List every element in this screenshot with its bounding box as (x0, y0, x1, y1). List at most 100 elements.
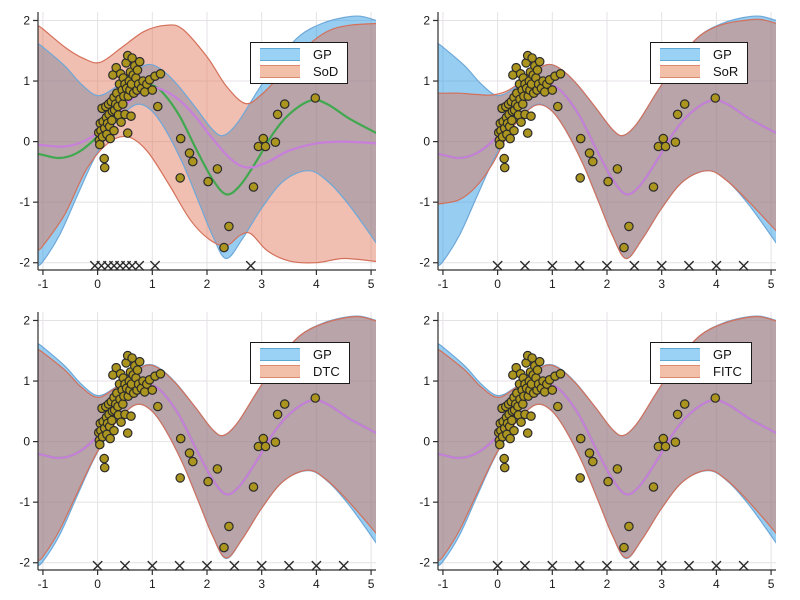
inducing-point-marker (738, 260, 749, 271)
gp-band-swatch (260, 348, 300, 361)
data-point (175, 173, 185, 183)
inducing-point-marker (574, 260, 585, 271)
data-point (184, 148, 195, 158)
legend-item-dtc: DTC (260, 365, 340, 378)
data-point (555, 369, 566, 379)
data-point (184, 448, 195, 458)
data-point (670, 437, 681, 447)
data-point (219, 542, 229, 553)
gp-band-swatch (260, 48, 300, 61)
data-point (212, 164, 223, 174)
legend-item-gp: GP (660, 348, 742, 361)
legend-item-gp: GP (660, 48, 738, 61)
legend: GP FITC (650, 342, 752, 384)
subplot-sod: -1 0 1 2 3 4 5 -2 -1 0 1 2 GP SoD (0, 0, 400, 300)
inducing-point-marker (147, 560, 158, 571)
y-tick-label: -1 (419, 495, 430, 509)
y-tick-label: 1 (23, 74, 30, 88)
data-point (260, 441, 271, 452)
legend-label-gp: GP (313, 47, 332, 62)
inducing-point-marker (229, 560, 240, 571)
approx-band-edge (438, 316, 776, 437)
data-point (279, 399, 290, 409)
data-point (95, 139, 105, 150)
data-point (499, 162, 510, 173)
legend-label-sod: SoD (313, 64, 339, 79)
data-point (679, 399, 690, 409)
inducing-point-marker (492, 560, 503, 571)
data-point (224, 521, 234, 532)
data-point (619, 242, 629, 253)
inducing-point-marker (601, 560, 613, 571)
x-tick-label: 0 (494, 277, 501, 291)
data-point (279, 99, 290, 109)
gp-band-swatch (660, 48, 700, 61)
legend-label-gp: GP (313, 347, 332, 362)
x-tick-label: 1 (549, 277, 556, 291)
data-point (118, 399, 128, 409)
data-point (710, 93, 721, 103)
data-point (153, 101, 163, 112)
y-tick-label: 0 (423, 435, 430, 449)
data-point (612, 464, 623, 474)
subplot-sor: -1 0 1 2 3 4 5 -2 -1 0 1 2 GP SoR (400, 0, 800, 300)
data-point (99, 453, 109, 464)
data-point (188, 156, 198, 167)
data-point (710, 393, 721, 403)
data-point (660, 141, 671, 152)
inducing-point-marker (547, 260, 558, 271)
inducing-point-marker (683, 560, 695, 571)
inducing-point-marker (738, 560, 749, 571)
gp-band-edge (38, 15, 376, 137)
approx-band-edge (38, 316, 376, 437)
data-point (155, 69, 166, 79)
inducing-point-marker (711, 560, 722, 571)
legend-label-sor: SoR (713, 64, 739, 79)
inducing-point-marker (149, 260, 161, 271)
inducing-point-marker (547, 560, 558, 571)
legend-label-fitc: FITC (713, 364, 742, 379)
legend-label-gp: GP (713, 347, 732, 362)
x-tick-label: 0 (494, 577, 501, 591)
subplot-fitc: -1 0 1 2 3 4 5 -2 -1 0 1 2 GP FITC (400, 300, 800, 600)
data-point (516, 117, 526, 127)
data-point (126, 411, 136, 421)
inducing-point-marker (519, 260, 531, 271)
data-point (155, 369, 166, 379)
data-point (553, 101, 563, 112)
inducing-point-marker (201, 560, 213, 571)
y-tick-label: -1 (19, 495, 30, 509)
data-point (532, 365, 543, 375)
y-tick-label: -2 (419, 256, 430, 270)
approx-band-edge (438, 18, 776, 137)
data-point (105, 133, 115, 144)
x-tick-label: -1 (38, 577, 49, 591)
inducing-point-marker (574, 560, 585, 571)
data-point (203, 176, 213, 187)
data-point (105, 433, 115, 444)
inducing-point-marker (134, 260, 145, 271)
x-tick-label: 2 (204, 577, 211, 591)
inducing-point-marker (245, 260, 256, 271)
data-point (122, 128, 133, 138)
data-point (526, 411, 536, 421)
inducing-point-marker (338, 560, 349, 571)
data-point (509, 125, 519, 136)
data-point (134, 356, 145, 367)
data-point (175, 133, 186, 144)
x-tick-label: 2 (604, 277, 611, 291)
approx-band-edge (38, 403, 376, 562)
data-point (603, 176, 613, 187)
data-point (588, 456, 598, 467)
data-point (603, 476, 613, 487)
data-point (505, 133, 515, 144)
data-point (522, 128, 533, 138)
inducing-point-marker (311, 560, 322, 571)
data-point (619, 542, 629, 553)
data-point (575, 433, 586, 444)
inducing-point-marker (656, 560, 667, 571)
data-point (532, 65, 543, 75)
data-point (212, 464, 223, 474)
data-point (499, 462, 510, 473)
